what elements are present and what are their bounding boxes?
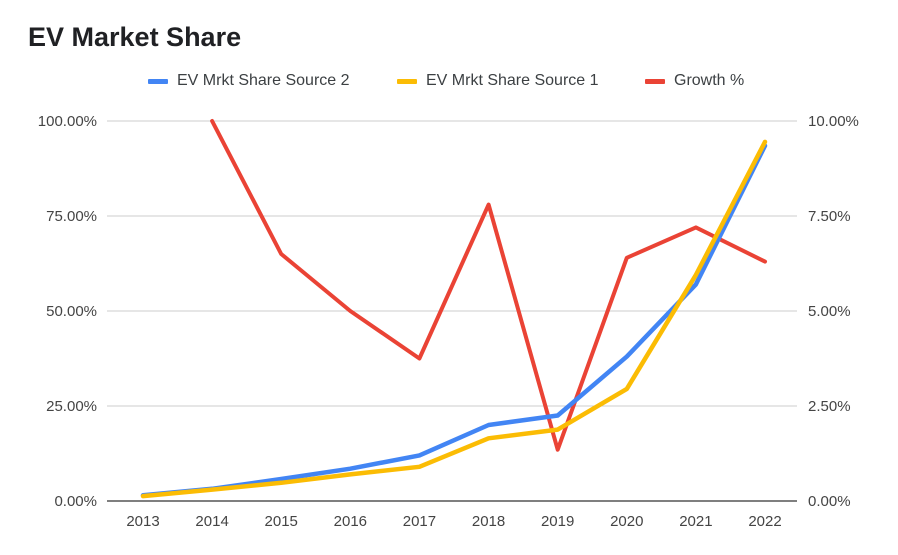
x-axis-tick-label: 2019 — [541, 513, 574, 530]
x-axis-tick-label: 2016 — [334, 513, 367, 530]
series-line-growth — [210, 119, 767, 452]
left-axis-tick-label: 75.00% — [46, 208, 97, 225]
left-axis-tick-label: 25.00% — [46, 398, 97, 415]
x-axis-tick-label: 2013 — [126, 513, 159, 530]
legend-swatch-source-2 — [148, 78, 168, 84]
legend-swatch-source-1 — [397, 78, 417, 84]
x-axis-tick-label: 2015 — [265, 513, 298, 530]
x-axis-tick-label: 2021 — [679, 513, 712, 530]
x-axis-tick-label: 2018 — [472, 513, 505, 530]
x-axis-tick-label: 2022 — [748, 513, 781, 530]
legend-swatch-growth — [645, 78, 665, 84]
legend: EV Mrkt Share Source 2 EV Mrkt Share Sou… — [0, 72, 898, 96]
legend-item-source-1[interactable]: EV Mrkt Share Source 1 — [397, 72, 599, 90]
legend-item-source-2[interactable]: EV Mrkt Share Source 2 — [148, 72, 350, 90]
x-axis-tick-label: 2017 — [403, 513, 436, 530]
legend-label-source-2: EV Mrkt Share Source 2 — [177, 72, 350, 89]
left-axis-tick-label: 0.00% — [54, 493, 97, 510]
right-axis-tick-label: 10.00% — [808, 113, 859, 130]
right-axis-tick-label: 7.50% — [808, 208, 851, 225]
x-axis-tick-label: 2014 — [195, 513, 228, 530]
left-axis-tick-label: 50.00% — [46, 303, 97, 320]
legend-label-source-1: EV Mrkt Share Source 1 — [426, 72, 599, 89]
left-axis-tick-label: 100.00% — [38, 113, 97, 130]
legend-item-growth[interactable]: Growth % — [645, 72, 744, 90]
chart-title: EV Market Share — [28, 22, 242, 52]
right-axis-tick-label: 5.00% — [808, 303, 851, 320]
right-axis-tick-label: 2.50% — [808, 398, 851, 415]
right-axis-tick-label: 0.00% — [808, 493, 851, 510]
series-line-ev-mrkt-share-source-1 — [140, 139, 768, 499]
series-line-ev-mrkt-share-source-2 — [140, 143, 768, 498]
x-axis-tick-label: 2020 — [610, 513, 643, 530]
legend-label-growth: Growth % — [674, 72, 745, 89]
